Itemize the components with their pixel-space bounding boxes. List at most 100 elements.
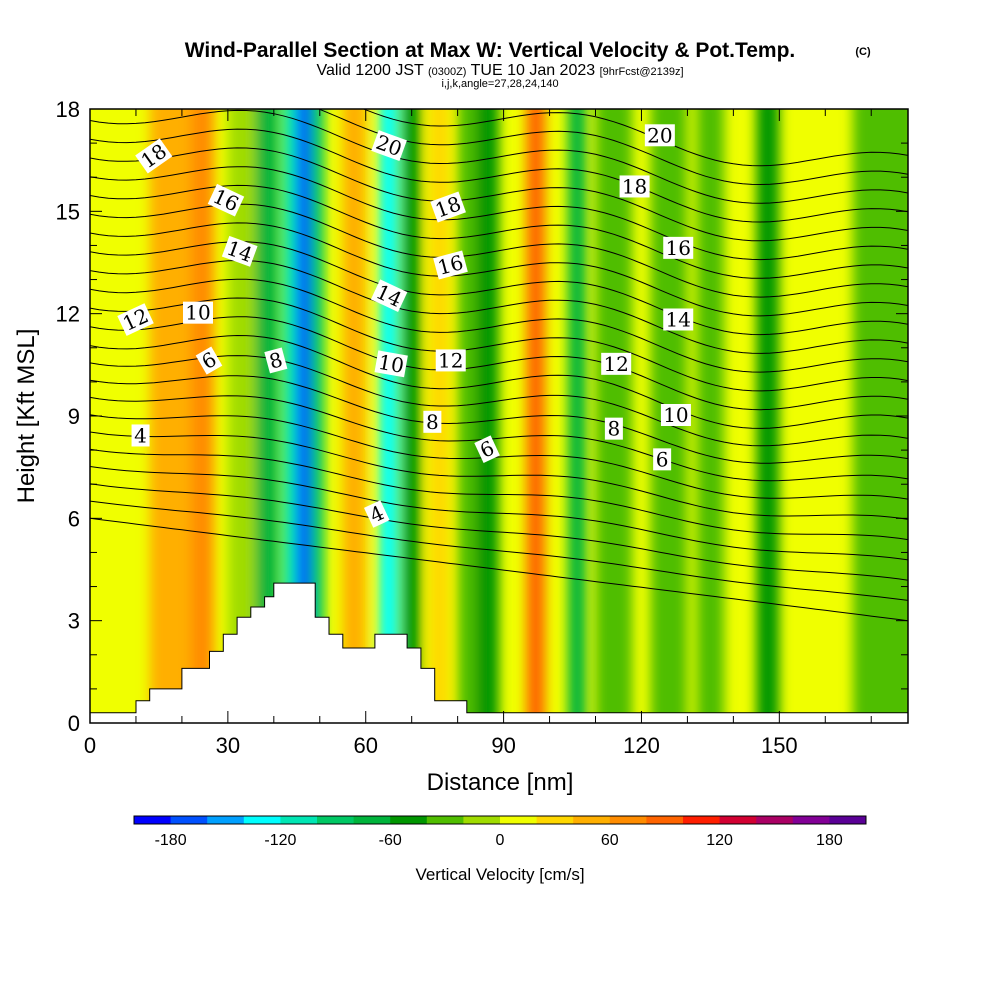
colorbar-tick-label: -60	[379, 832, 402, 849]
y-tick-label: 0	[68, 711, 80, 736]
y-tick-label: 3	[68, 609, 80, 634]
velocity-band-8	[342, 109, 366, 723]
y-tick-label: 9	[68, 404, 80, 429]
theta-contour	[90, 431, 908, 520]
x-tick-label: 0	[84, 733, 96, 758]
theta-contour	[90, 375, 908, 464]
colorbar-swatch	[609, 816, 647, 824]
theta-contour	[90, 414, 908, 500]
colorbar-tick-label: 60	[601, 832, 619, 849]
colorbar-tick-label: -180	[155, 832, 187, 849]
velocity-band-19	[756, 109, 780, 723]
contour-label-bg	[371, 130, 407, 162]
colorbar-swatch	[463, 816, 501, 824]
theta-contour	[90, 222, 908, 317]
contour-label-text: 4	[134, 423, 147, 447]
colorbar-label: Vertical Velocity [cm/s]	[415, 865, 584, 884]
contour-label-bg	[644, 124, 675, 147]
contour-label-bg	[663, 308, 694, 331]
copyright-mark: (C)	[855, 46, 871, 58]
contour-label-text: 10	[377, 350, 406, 378]
colorbar-swatch	[134, 816, 172, 824]
contour-label-bg	[423, 410, 442, 433]
contour-label-text: 16	[665, 236, 690, 260]
contour-label-text: 10	[185, 301, 210, 325]
forecast-info: [9hrFcst@2139z]	[600, 66, 684, 78]
velocity-band-1	[149, 109, 196, 723]
contour-label: 8	[604, 417, 623, 441]
theta-contour	[90, 147, 908, 242]
velocity-band-4	[255, 109, 279, 723]
colorbar: -180 -120 -60 0 60 120 180	[133, 815, 867, 849]
theta-contour	[90, 466, 908, 561]
colorbar-swatch	[317, 816, 355, 824]
contour-label: 6	[653, 447, 672, 471]
colorbar-swatch	[243, 816, 281, 824]
colorbar-swatch	[207, 816, 245, 824]
contour-label: 16	[433, 250, 468, 280]
x-tick-label: 150	[761, 733, 798, 758]
colorbar-swatch	[536, 816, 574, 824]
y-tick-label: 12	[56, 302, 80, 327]
contour-label-bg	[117, 303, 154, 336]
chart-subtitle: Valid 1200 JST (0300Z) TUE 10 Jan 2023 […	[316, 62, 683, 79]
colorbar-frame	[133, 815, 867, 825]
contour-label: 12	[601, 352, 632, 376]
contour-label-text: 12	[603, 352, 628, 376]
y-tick-label: 18	[56, 97, 80, 122]
y-tick-label: 6	[68, 506, 80, 531]
velocity-band-13	[476, 109, 499, 723]
contour-label: 8	[264, 347, 288, 374]
contour-label-bg	[195, 346, 223, 375]
colorbar-swatch	[719, 816, 757, 824]
contour-label-bg	[663, 236, 694, 259]
y-tick-label: 15	[56, 199, 80, 224]
contour-label-bg	[430, 191, 466, 223]
contour-label-text: 8	[426, 410, 439, 434]
colorbar-swatch	[646, 816, 684, 824]
contour-label-bg	[135, 138, 173, 174]
theta-contour	[362, 109, 908, 167]
velocity-band-10	[402, 109, 421, 723]
x-tick-label: 120	[623, 733, 660, 758]
x-tick-label: 90	[491, 733, 515, 758]
theta-contours	[90, 109, 908, 622]
contour-label: 4	[363, 500, 390, 528]
valid-suffix: TUE 10 Jan 2023	[466, 62, 599, 79]
theta-contour	[90, 297, 908, 392]
theta-contour	[90, 334, 908, 429]
x-axis-label: Distance [nm]	[427, 769, 574, 796]
colorbar-tick-label: 120	[706, 832, 733, 849]
theta-contour	[90, 241, 908, 336]
contour-label-bg	[363, 500, 390, 528]
velocity-band-7	[310, 109, 325, 723]
theta-contour	[90, 278, 908, 373]
theta-contour	[90, 517, 908, 622]
contour-label-bg	[131, 424, 150, 447]
velocity-band-6	[296, 109, 311, 723]
contour-label: 4	[131, 423, 150, 447]
contour-label: 6	[195, 346, 223, 375]
y-axis: 0 3 6 9 12 15 18	[56, 97, 908, 736]
contour-label-text: 8	[267, 347, 286, 373]
contour-label-bg	[601, 352, 632, 375]
theta-contour	[317, 109, 908, 186]
terrain	[90, 582, 908, 723]
y-axis-label: Height [Kft MSL]	[13, 329, 40, 504]
theta-contour	[90, 448, 908, 541]
contour-label: 10	[374, 350, 408, 378]
contour-label-text: 20	[647, 123, 672, 147]
contour-label-bg	[619, 175, 650, 198]
contour-label: 16	[663, 236, 694, 260]
colorbar-swatch	[683, 816, 721, 824]
contour-label-bg	[264, 347, 288, 374]
theta-contour	[90, 166, 908, 261]
theta-contour	[90, 109, 908, 204]
contour-label-bg	[433, 250, 468, 280]
contour-label: 10	[182, 301, 213, 325]
contour-label: 8	[423, 410, 442, 434]
colorbar-swatch	[426, 816, 464, 824]
x-axis: 0 30 60 90 120 150	[84, 109, 872, 758]
theta-contour	[90, 184, 908, 279]
